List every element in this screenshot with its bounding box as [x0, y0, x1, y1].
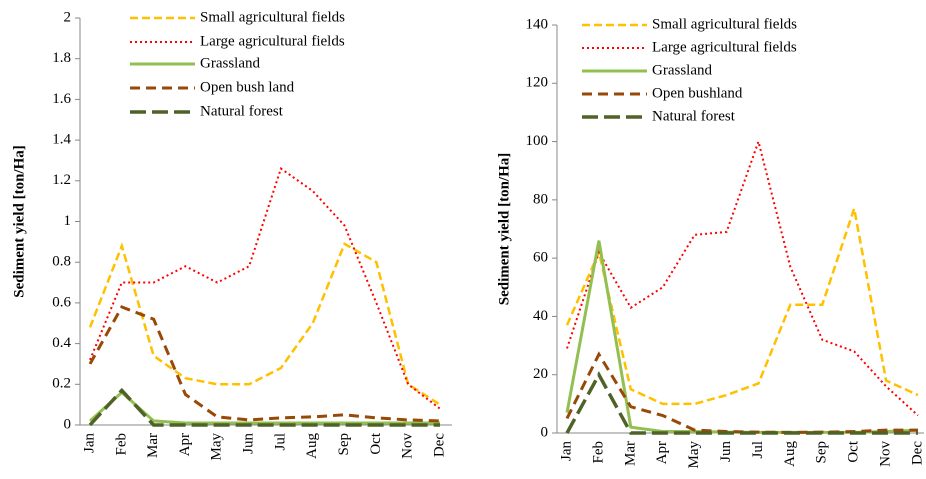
x-tick-label: Aug: [304, 433, 320, 459]
y-tick-label: 20: [533, 366, 548, 382]
x-tick-label: Jun: [241, 433, 257, 454]
x-tick-label: Jan: [558, 441, 574, 461]
chart: 0 20 40 60 80 100 120 140 Jan Feb Mar Apr May Jun Jul A…: [496, 16, 925, 468]
series-line: [565, 371, 918, 435]
legend-label: Small agricultural fields: [200, 9, 345, 25]
x-tick-label: Oct: [368, 432, 384, 454]
series-line: [88, 305, 441, 423]
x-tick-label: Apr: [654, 441, 670, 464]
x-tick-label: Aug: [782, 441, 798, 467]
series-line: [88, 387, 440, 427]
y-tick-label: 2: [64, 9, 72, 25]
x-tick-label: Sep: [336, 433, 352, 456]
y-tick-label: 100: [526, 133, 549, 149]
x-tick-label: Jul: [750, 441, 766, 459]
legend-label: Grassland: [652, 62, 712, 78]
y-tick-label: 0.4: [52, 335, 71, 351]
series-line: [565, 240, 919, 434]
y-tick-label: 0: [541, 424, 549, 440]
x-tick-label: Jul: [272, 433, 288, 451]
x-tick-label: Jan: [81, 433, 97, 453]
series-line: [88, 390, 440, 425]
series-line: [89, 166, 441, 410]
legend-label: Large agricultural fields: [200, 33, 345, 49]
y-tick-label: 0.8: [52, 254, 71, 270]
y-tick-label: 1: [64, 213, 72, 229]
y-tick-label: 0.6: [52, 294, 71, 310]
y-tick-label: 40: [533, 308, 548, 324]
y-tick-label: 120: [526, 75, 549, 91]
legend-label: Open bush land: [200, 79, 295, 95]
x-tick-label: Feb: [113, 433, 129, 456]
x-tick-label: Oct: [846, 440, 862, 462]
x-tick-label: Feb: [590, 441, 606, 464]
y-tick-label: 1.2: [52, 172, 71, 188]
legend-label: Open bushland: [652, 85, 743, 101]
legend-label: Natural forest: [200, 103, 284, 119]
y-axis-label: Sediment yield [ton/Ha]: [496, 153, 512, 306]
legend-label: Small agricultural fields: [652, 16, 797, 32]
x-tick-label: Mar: [145, 433, 161, 458]
y-tick-label: 1.4: [52, 132, 71, 148]
legend-label: Large agricultural fields: [652, 39, 797, 55]
chart: 0 0.2 0.4 0.6 0.8 1 1.2 1.4 1.6 1.8 2 Jan Feb Mar Apr M…: [11, 9, 452, 461]
y-tick-label: 60: [533, 250, 548, 266]
x-tick-label: Mar: [622, 441, 638, 466]
series-line: [565, 208, 919, 406]
y-tick-label: 140: [526, 16, 549, 32]
x-tick-label: Sep: [814, 441, 830, 464]
y-tick-label: 1.6: [52, 91, 71, 107]
legend-label: Natural forest: [652, 108, 736, 124]
x-tick-label: Dec: [431, 433, 447, 457]
x-tick-label: Nov: [878, 441, 894, 467]
series-line: [566, 138, 919, 417]
legend-label: Grassland: [200, 55, 260, 71]
y-tick-label: 80: [533, 191, 548, 207]
x-tick-label: May: [209, 433, 225, 461]
y-tick-label: 0: [64, 416, 72, 432]
x-tick-label: May: [686, 441, 702, 469]
x-tick-label: Apr: [177, 433, 193, 456]
x-tick-label: Dec: [909, 441, 925, 465]
y-axis-label: Sediment yield [ton/Ha]: [11, 145, 27, 298]
y-tick-label: 0.2: [52, 376, 71, 392]
series-line: [88, 242, 441, 406]
x-tick-label: Nov: [400, 433, 416, 459]
y-tick-label: 1.8: [52, 50, 71, 66]
x-tick-label: Jun: [718, 441, 734, 462]
